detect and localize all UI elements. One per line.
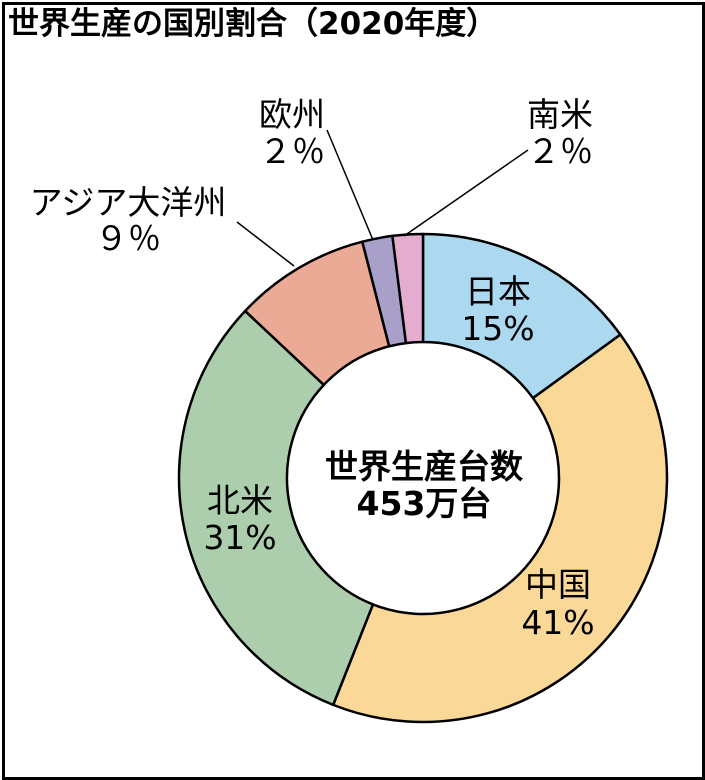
leader-line-asia-oceania: [236, 221, 295, 267]
slice-label-europe: 欧州: [259, 95, 325, 134]
slice-value-europe: ２％: [259, 132, 325, 171]
slice-label-south-america: 南米: [527, 95, 593, 134]
slice-south-america: [391, 232, 425, 345]
slice-value-japan: 15%: [461, 309, 534, 348]
slice-label-japan: 日本: [465, 272, 531, 311]
slice-label-china: 中国: [525, 565, 591, 604]
slice-value-asia-oceania: ９％: [95, 219, 161, 258]
center-total: 453万台: [357, 484, 492, 523]
center-title: 世界生産台数: [325, 447, 524, 486]
slice-label-north-america: 北米: [207, 481, 273, 520]
leader-line-europe: [326, 129, 374, 241]
slice-label-asia-oceania: アジア大洋州: [30, 183, 227, 222]
slice-value-north-america: 31%: [203, 518, 276, 557]
leader-line-south-america: [403, 149, 529, 237]
slice-china: [331, 333, 669, 724]
slice-value-south-america: ２％: [527, 132, 593, 171]
slice-north-america: [177, 309, 375, 707]
chart-title: 世界生産の国別割合（2020年度）: [8, 6, 498, 42]
slice-value-china: 41%: [521, 603, 594, 642]
